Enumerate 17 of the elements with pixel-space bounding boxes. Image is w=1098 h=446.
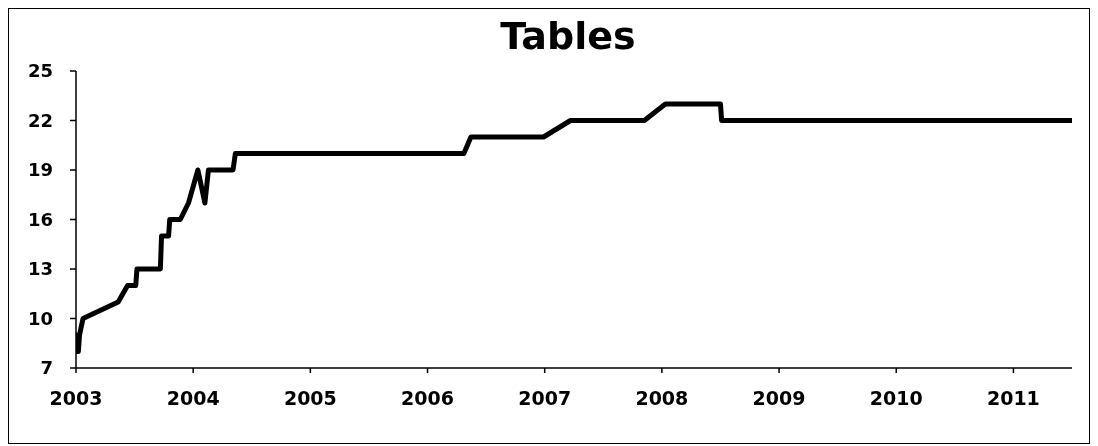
- x-tick-label: 2007: [518, 387, 572, 410]
- y-tick-label: 10: [27, 307, 53, 329]
- y-tick-label: 16: [27, 208, 53, 230]
- y-tick-label: 25: [27, 60, 53, 82]
- x-tick-label: 2003: [49, 387, 103, 410]
- x-tick-label: 2011: [986, 387, 1040, 410]
- x-tick-label: 2004: [166, 387, 220, 410]
- y-tick-label: 13: [27, 258, 53, 280]
- x-tick-label: 2009: [752, 387, 806, 410]
- y-tick-label: 22: [27, 109, 53, 131]
- x-tick-label: 2005: [283, 387, 337, 410]
- chart-title: Tables: [500, 13, 636, 59]
- y-tick-label: 19: [27, 159, 53, 181]
- x-tick-label: 2006: [401, 387, 454, 410]
- y-tick-label: 7: [40, 357, 53, 379]
- x-tick-label: 2010: [869, 387, 923, 410]
- x-tick-label: 2008: [635, 387, 689, 410]
